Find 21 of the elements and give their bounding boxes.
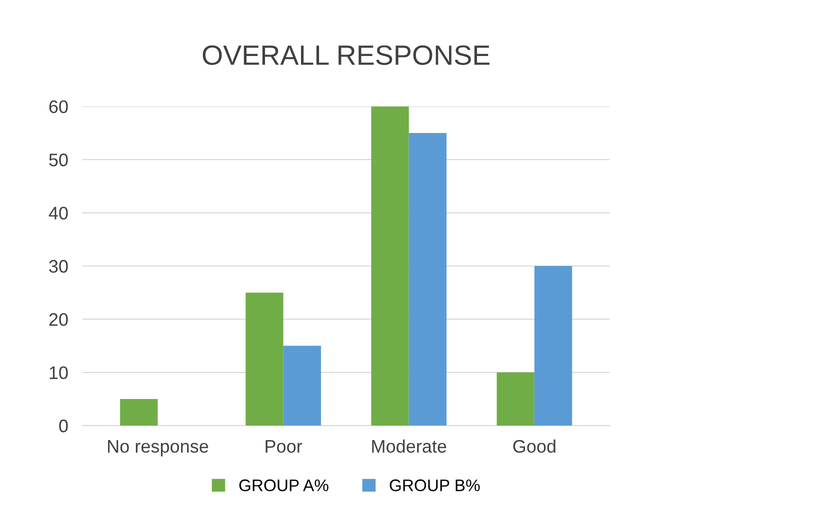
y-tick-label: 10: [50, 366, 68, 380]
y-tick-label: 0: [59, 420, 68, 432]
chart-title: OVERALL RESPONSE: [202, 45, 490, 66]
x-tick-label: Moderate: [372, 439, 446, 453]
bar: [283, 346, 321, 426]
bar: [408, 133, 447, 426]
bar: [120, 399, 158, 426]
x-tick-label: Good: [513, 439, 556, 453]
y-tick-label: 60: [49, 100, 68, 114]
legend-label: GROUP A%: [239, 479, 328, 492]
y-tick-label: 40: [48, 206, 68, 220]
x-tick-label: Poor: [266, 440, 302, 453]
y-tick-label: 50: [49, 154, 68, 166]
bar: [496, 372, 534, 426]
legend-label: GROUP B%: [390, 479, 480, 492]
bar: [246, 292, 284, 426]
bar: [371, 106, 409, 426]
bar: [534, 266, 572, 426]
x-tick-label: No response: [108, 440, 208, 456]
y-tick-label: 30: [49, 260, 68, 273]
y-tick-label: 20: [49, 313, 68, 326]
